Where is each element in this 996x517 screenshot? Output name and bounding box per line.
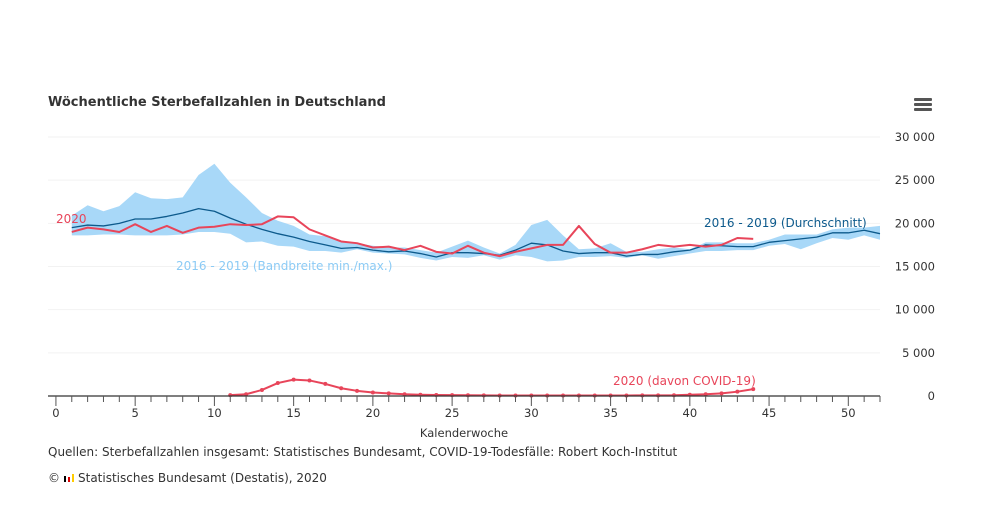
band-area bbox=[71, 163, 881, 262]
x-tick-label: 0 bbox=[52, 406, 59, 420]
covid-point bbox=[307, 378, 312, 383]
covid-point bbox=[751, 387, 756, 392]
covid-point bbox=[402, 392, 407, 397]
x-axis-label: Kalenderwoche bbox=[420, 426, 508, 440]
x-tick-label: 15 bbox=[286, 406, 301, 420]
average-label: 2016 - 2019 (Durchschnitt) bbox=[704, 216, 867, 230]
covid-point bbox=[244, 392, 249, 397]
covid-point bbox=[259, 387, 264, 392]
band-label: 2016 - 2019 (Bandbreite min./max.) bbox=[176, 259, 392, 273]
covid-point bbox=[355, 388, 360, 393]
x-tick-label: 40 bbox=[683, 406, 698, 420]
x-tick-label: 50 bbox=[841, 406, 856, 420]
series-line-0 bbox=[71, 208, 881, 258]
y-tick-label: 0 bbox=[928, 389, 935, 403]
band-layer bbox=[71, 163, 881, 262]
hamburger-menu-icon[interactable] bbox=[914, 98, 932, 112]
covid-point bbox=[291, 377, 296, 382]
y-tick-label: 25 000 bbox=[895, 173, 935, 187]
destatis-logo-icon bbox=[64, 474, 74, 482]
axes: 0 5 000 10 000 15 000 20 000 25 000 30 000 0 5 10… bbox=[48, 130, 935, 420]
covid-point bbox=[703, 392, 708, 397]
x-tick-label: 30 bbox=[524, 406, 539, 420]
x-tick-label: 20 bbox=[366, 406, 381, 420]
covid-point bbox=[370, 390, 375, 395]
copyright-symbol: © bbox=[48, 471, 60, 485]
publisher: Statistisches Bundesamt (Destatis), 2020 bbox=[78, 471, 327, 485]
covid-point bbox=[323, 381, 328, 386]
x-tick-label: 5 bbox=[131, 406, 138, 420]
covid-point bbox=[386, 391, 391, 396]
x-tick-label: 10 bbox=[207, 406, 222, 420]
series-line-1 bbox=[71, 215, 754, 258]
y-tick-label: 15 000 bbox=[895, 260, 935, 274]
y-tick-label: 20 000 bbox=[895, 216, 935, 230]
y-tick-label: 10 000 bbox=[895, 303, 935, 317]
chart-title: Wöchentliche Sterbefallzahlen in Deutsch… bbox=[48, 95, 386, 110]
covid-point bbox=[275, 381, 280, 386]
covid-point bbox=[719, 391, 724, 396]
x-tick-label: 25 bbox=[445, 406, 460, 420]
lines-layer bbox=[71, 208, 881, 398]
series-2020-label: 2020 bbox=[56, 212, 87, 226]
sources-note: Quellen: Sterbefallzahlen insgesamt: Sta… bbox=[48, 445, 678, 459]
x-tick-label: 45 bbox=[762, 406, 777, 420]
gridlines bbox=[48, 136, 880, 354]
y-tick-label: 30 000 bbox=[895, 130, 935, 144]
x-tick-label: 35 bbox=[603, 406, 618, 420]
y-tick-label: 5 000 bbox=[902, 346, 935, 360]
covid-label: 2020 (davon COVID-19) bbox=[613, 374, 756, 388]
covid-point bbox=[339, 386, 344, 391]
covid-point bbox=[735, 389, 740, 394]
